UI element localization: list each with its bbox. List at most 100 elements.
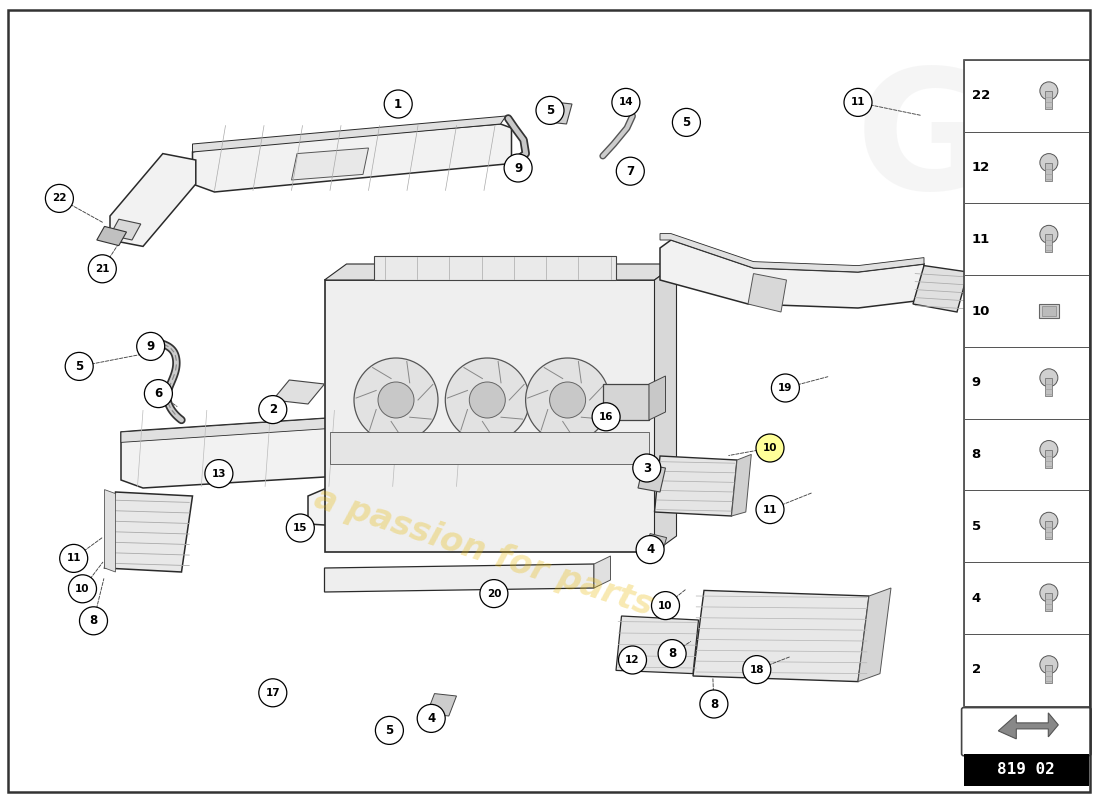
Text: 10: 10 — [971, 305, 990, 318]
Text: 12: 12 — [971, 161, 990, 174]
Circle shape — [1040, 656, 1058, 674]
Text: 4: 4 — [971, 591, 981, 605]
FancyBboxPatch shape — [964, 203, 1089, 275]
Circle shape — [45, 184, 74, 213]
Circle shape — [844, 88, 872, 116]
Polygon shape — [110, 219, 141, 240]
FancyBboxPatch shape — [964, 634, 1089, 706]
Polygon shape — [644, 534, 667, 560]
Circle shape — [384, 90, 412, 118]
Text: 16: 16 — [598, 412, 614, 422]
Circle shape — [205, 459, 233, 488]
Polygon shape — [999, 713, 1058, 739]
Text: 8: 8 — [971, 448, 981, 461]
Text: 22: 22 — [52, 194, 67, 203]
Circle shape — [88, 254, 117, 282]
Circle shape — [1040, 154, 1058, 172]
FancyBboxPatch shape — [964, 562, 1089, 634]
Text: 10: 10 — [75, 584, 90, 594]
Circle shape — [756, 434, 784, 462]
Polygon shape — [292, 148, 368, 180]
Circle shape — [65, 352, 94, 381]
Circle shape — [616, 157, 645, 185]
Polygon shape — [544, 102, 572, 124]
Polygon shape — [324, 564, 594, 592]
Text: 9: 9 — [971, 376, 981, 390]
Polygon shape — [192, 116, 506, 152]
Polygon shape — [748, 274, 786, 312]
Text: 8: 8 — [89, 614, 98, 627]
Text: 11: 11 — [850, 98, 866, 107]
Circle shape — [375, 717, 404, 744]
Text: 8: 8 — [710, 698, 718, 710]
Circle shape — [658, 640, 686, 667]
Text: 2: 2 — [268, 403, 277, 416]
Text: 15: 15 — [293, 523, 308, 533]
Polygon shape — [858, 588, 891, 682]
Circle shape — [526, 358, 609, 442]
Circle shape — [1040, 512, 1058, 530]
Circle shape — [144, 380, 173, 408]
Text: 21: 21 — [95, 264, 110, 274]
Circle shape — [68, 574, 97, 603]
Text: 17: 17 — [265, 688, 280, 698]
FancyBboxPatch shape — [964, 490, 1089, 562]
Polygon shape — [654, 456, 737, 516]
Text: 5: 5 — [546, 104, 554, 117]
Polygon shape — [654, 264, 676, 552]
FancyBboxPatch shape — [961, 708, 1091, 756]
FancyBboxPatch shape — [964, 275, 1089, 347]
Circle shape — [672, 108, 701, 137]
Text: 7: 7 — [626, 165, 635, 178]
Text: 6: 6 — [154, 387, 163, 400]
Text: 11: 11 — [762, 505, 778, 514]
Text: 13: 13 — [211, 469, 227, 478]
Circle shape — [612, 88, 640, 116]
Text: 5: 5 — [385, 724, 394, 737]
FancyBboxPatch shape — [1045, 378, 1053, 396]
Polygon shape — [913, 266, 968, 312]
Polygon shape — [192, 124, 512, 192]
Circle shape — [446, 358, 529, 442]
Circle shape — [286, 514, 315, 542]
Text: 10: 10 — [658, 601, 673, 610]
Polygon shape — [104, 490, 116, 572]
Polygon shape — [660, 234, 924, 272]
Text: 11: 11 — [971, 233, 990, 246]
Circle shape — [1040, 369, 1058, 386]
Polygon shape — [374, 256, 616, 280]
Circle shape — [700, 690, 728, 718]
FancyBboxPatch shape — [1045, 593, 1053, 611]
Polygon shape — [121, 410, 473, 488]
Polygon shape — [308, 464, 418, 528]
FancyBboxPatch shape — [1038, 304, 1059, 318]
Circle shape — [504, 154, 532, 182]
Text: 2: 2 — [971, 663, 981, 676]
Text: 10: 10 — [762, 443, 778, 453]
Text: 19: 19 — [778, 383, 793, 393]
Polygon shape — [693, 590, 869, 682]
Circle shape — [136, 333, 165, 360]
Polygon shape — [660, 240, 924, 308]
Text: G: G — [856, 62, 992, 226]
Circle shape — [771, 374, 800, 402]
Text: 22: 22 — [971, 90, 990, 102]
Circle shape — [742, 656, 771, 683]
Polygon shape — [273, 380, 324, 404]
Polygon shape — [603, 384, 649, 420]
FancyBboxPatch shape — [1045, 665, 1053, 682]
Circle shape — [378, 382, 414, 418]
Circle shape — [1040, 226, 1058, 243]
Circle shape — [632, 454, 661, 482]
Circle shape — [79, 606, 108, 635]
FancyBboxPatch shape — [1042, 306, 1056, 316]
Circle shape — [618, 646, 647, 674]
Text: a passion for parts: a passion for parts — [310, 482, 658, 622]
Polygon shape — [427, 694, 456, 716]
Text: 819 02: 819 02 — [998, 762, 1055, 777]
Circle shape — [756, 495, 784, 524]
Polygon shape — [330, 432, 649, 464]
Circle shape — [592, 403, 620, 430]
Circle shape — [1040, 82, 1058, 100]
Polygon shape — [97, 226, 126, 246]
